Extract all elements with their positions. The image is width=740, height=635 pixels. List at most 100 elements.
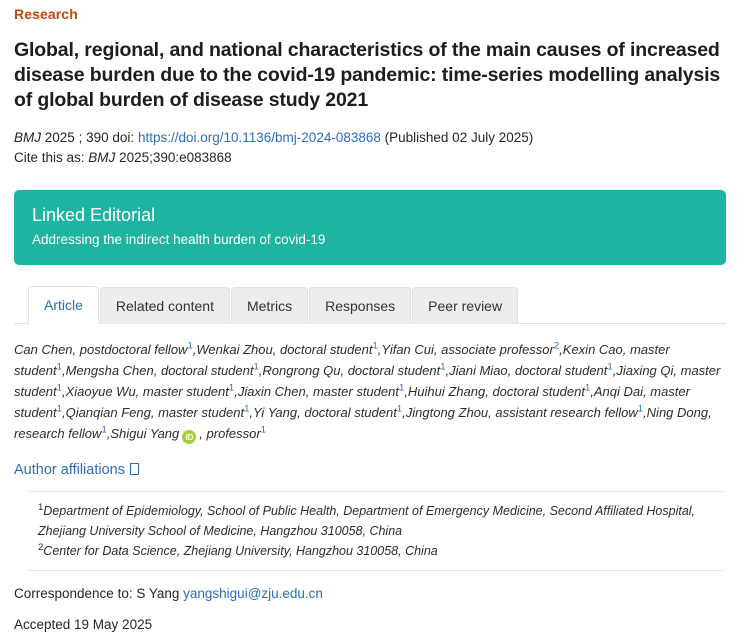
author-affiliations-toggle[interactable]: Author affiliations [14,461,726,480]
author-name-link[interactable]: Rongrong Qu [262,363,341,378]
doi-label: doi: [112,130,135,145]
section-kicker: Research [14,6,78,22]
author-affiliation-marker[interactable]: 1 [607,361,613,373]
author-separator: , [61,405,66,420]
author-separator: , [192,342,197,357]
tab-related-content[interactable]: Related content [99,287,230,324]
author-entry: Huihui Zhang, doctoral student1, [407,382,594,399]
author-affiliation-marker[interactable]: 1 [398,382,405,394]
author-role: , master student [14,342,670,378]
author-role: , doctoral student [297,405,397,420]
author-name-link[interactable]: Anqi Dai [593,384,644,399]
linked-editorial-title: Addressing the indirect health burden of… [32,232,326,247]
tab-metrics[interactable]: Metrics [230,287,309,324]
affiliation-list: 1Department of Epidemiology, School of P… [28,491,726,571]
author-role: , master student [305,384,399,399]
published-date: (Published 02 July 2025) [384,130,534,145]
author-role: , doctoral student [507,363,608,378]
author-entry: Wenkai Zhou, doctoral student1, [196,340,382,357]
author-role: , master student [135,384,229,399]
author-separator: , [377,342,382,357]
author-name-link[interactable]: Yifan Cui [381,342,434,357]
author-entry: Yifan Cui, associate professor2, [381,340,563,357]
author-role: , doctoral student [340,363,441,378]
author-role: , assistant research fellow [488,405,638,420]
author-affiliation-marker[interactable]: 1 [244,403,250,415]
author-role: , master student [14,384,690,420]
author-affiliation-marker[interactable]: 1 [584,382,591,394]
author-name-link[interactable]: Huihui Zhang [407,384,486,399]
author-name-link[interactable]: Xiaoyue Wu [65,384,136,399]
affiliation-marker: 2 [38,541,44,553]
author-affiliation-marker[interactable]: 1 [637,403,644,415]
author-separator: , [445,363,450,378]
author-name-link[interactable]: Qianqian Feng [65,405,151,420]
author-separator: , [559,342,563,357]
author-separator: , [61,363,66,378]
tab-peer-review[interactable]: Peer review [412,287,519,324]
author-affiliation-marker[interactable]: 1 [228,382,235,394]
author-entry: Can Chen, postdoctoral fellow1, [14,340,197,357]
author-role: , research fellow [14,405,712,441]
doi-link[interactable]: https://doi.org/10.1136/bmj-2024-083868 [137,130,381,145]
tab-article[interactable]: Article [28,286,99,324]
correspondence-line: Correspondence to: S Yang yangshigui@zju… [14,584,726,604]
cite-this-as-label: Cite this as: [14,150,85,165]
author-entry: Xiaoyue Wu, master student1, [65,382,238,399]
author-name-link[interactable]: Ning Dong [646,405,709,420]
author-entry: Yi Yang, doctoral student1, [253,403,406,420]
author-role: , master student [14,363,721,399]
author-affiliation-marker[interactable]: 1 [440,361,446,373]
author-affiliation-marker[interactable]: 1 [56,403,62,415]
affiliation-text: Center for Data Science, Zhejiang Univer… [43,544,438,558]
author-name-link[interactable]: Jiaxing Qi [616,363,674,378]
tab-responses[interactable]: Responses [309,287,412,324]
author-affiliation-marker[interactable]: 1 [187,340,193,352]
linked-editorial-label: Linked Editorial [32,205,156,225]
author-entry: Jiani Miao, doctoral student1, [449,361,616,378]
author-affiliation-marker[interactable]: 1 [372,340,378,352]
tab-bar: Article Related content Metrics Responses Pe… [14,286,726,324]
orcid-icon[interactable]: iD [182,430,197,444]
author-entry: Jiaxin Chen, master student1, [237,382,408,399]
citation-year: 2025 [44,130,75,145]
author-name-link[interactable]: Yi Yang [253,405,298,420]
author-name-link[interactable]: Mengsha Chen [65,363,154,378]
author-affiliation-marker[interactable]: 2 [553,340,560,352]
correspondence-email-link[interactable]: yangshigui@zju.edu.cn [183,586,323,601]
affiliation-marker: 1 [38,501,44,513]
author-separator: , [258,363,263,378]
author-name-link[interactable]: Shigui Yang [110,426,180,441]
author-name-link[interactable]: Jiani Miao [449,363,508,378]
author-separator: , [249,405,253,420]
author-affiliation-marker[interactable]: 1 [396,403,403,415]
author-role: , doctoral student [153,363,254,378]
page-title: Global, regional, and national character… [14,39,721,111]
author-separator: , [61,384,66,399]
cite-this-as-line: Cite this as: BMJ 2025;390:e083868 [14,148,726,168]
citation-semicolon: ; [78,130,83,145]
author-affiliation-marker[interactable]: 1 [56,382,62,394]
author-name-link[interactable]: Jiaxin Chen [237,384,306,399]
author-role: , doctoral student [272,342,373,357]
author-affiliations-label: Author affiliations [14,462,125,478]
author-name-link[interactable]: Can Chen [14,342,73,357]
author-name-link[interactable]: Jingtong Zhou [405,405,489,420]
linked-editorial-banner[interactable]: Linked Editorial Addressing the indirect… [14,190,726,265]
author-affiliation-marker[interactable]: 1 [101,424,107,436]
author-name-link[interactable]: Kexin Cao [562,342,623,357]
author-separator: , [643,405,647,420]
author-role: , master student [150,405,245,420]
article-page: Research Global, regional, and national … [0,5,740,635]
author-separator: , [402,405,406,420]
author-affiliation-marker[interactable]: 1 [253,361,259,373]
author-name-link[interactable]: Wenkai Zhou [196,342,273,357]
author-entry: Jiaxing Qi, master student1, [14,363,720,399]
author-role: , associate professor [433,342,554,357]
author-affiliation-marker[interactable]: 1 [260,424,266,436]
citation-line: BMJ 2025 ; 390 doi: https://doi.org/10.1… [14,128,726,148]
author-entry: Mengsha Chen, doctoral student1, [65,361,263,378]
author-entry: Shigui Yang iD, professor1 [110,424,266,444]
cite-reference: 2025;390:e083868 [119,150,232,165]
author-affiliation-marker[interactable]: 1 [56,361,62,373]
